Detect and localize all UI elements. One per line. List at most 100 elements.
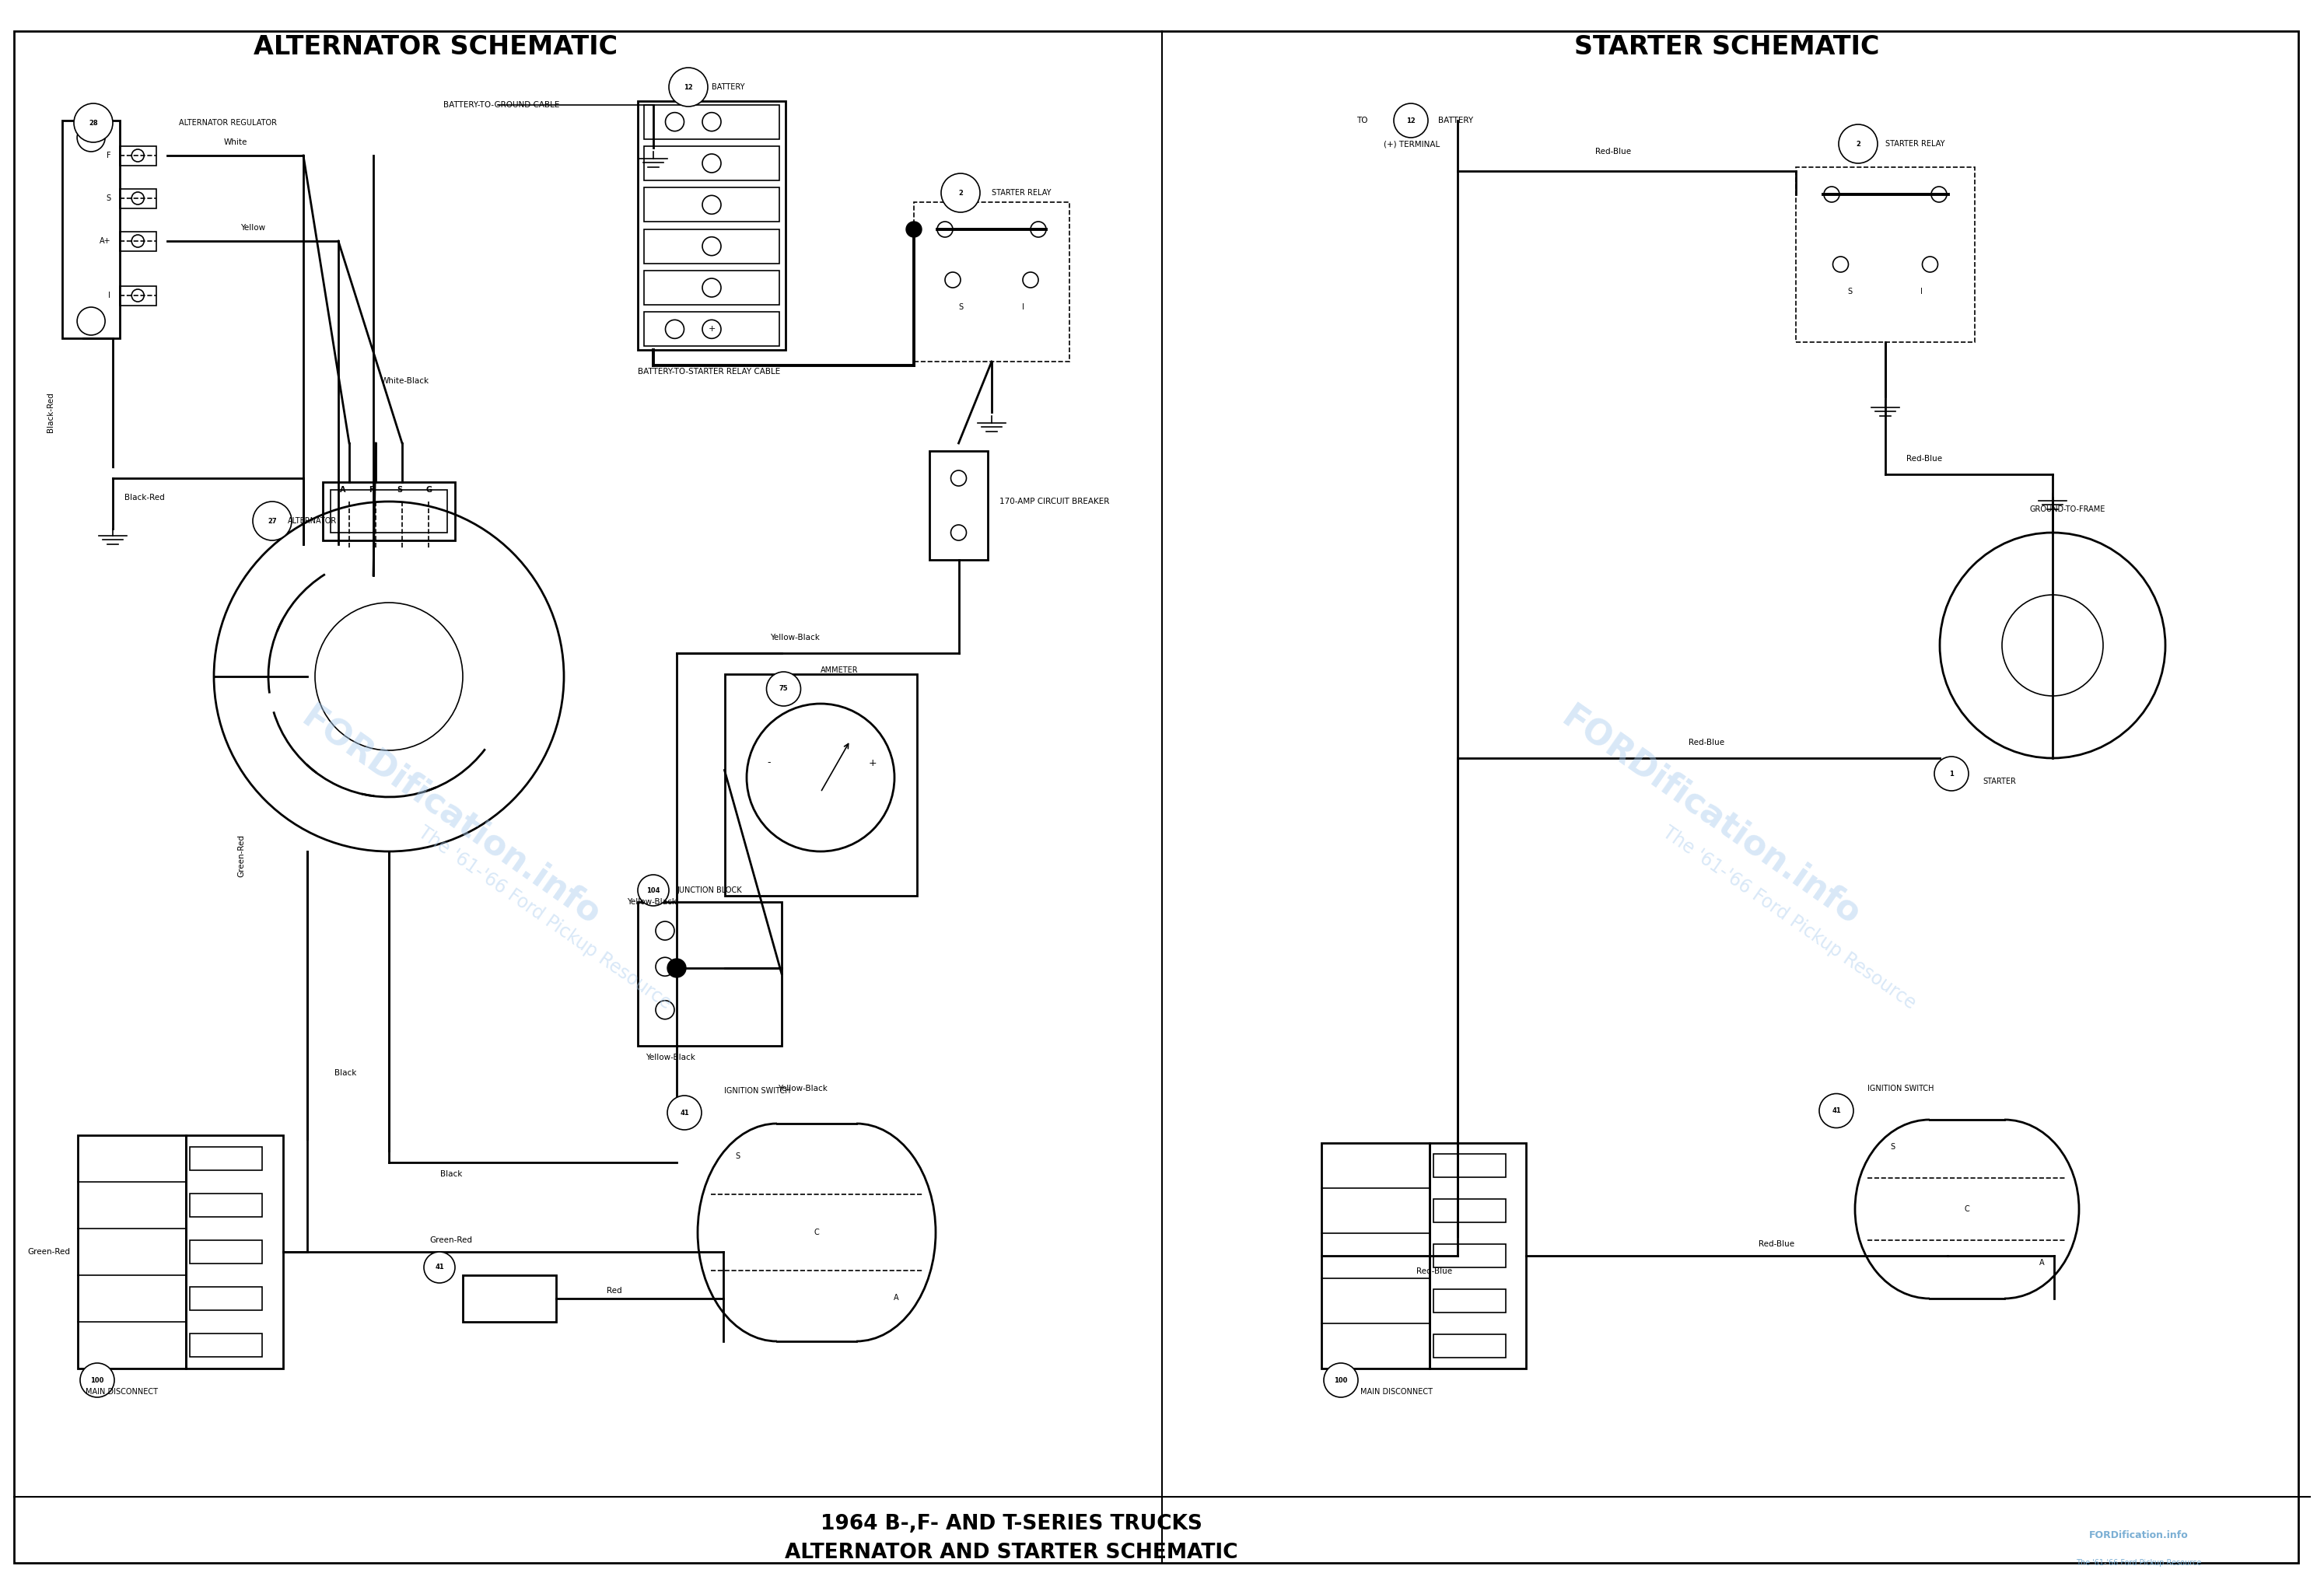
Text: 100: 100 bbox=[91, 1376, 105, 1384]
Text: FORDification.info: FORDification.info bbox=[2089, 1531, 2189, 1540]
Text: Red-Blue: Red-Blue bbox=[1415, 1267, 1452, 1275]
Circle shape bbox=[214, 501, 565, 852]
Text: BATTERY: BATTERY bbox=[711, 84, 744, 92]
Text: The '61-'66 Ford Pickup Resource: The '61-'66 Ford Pickup Resource bbox=[414, 823, 674, 1013]
Bar bbox=[1434, 1334, 1506, 1357]
Circle shape bbox=[1325, 1364, 1357, 1397]
Bar bbox=[637, 902, 781, 1046]
Text: C: C bbox=[813, 1229, 820, 1236]
Bar bbox=[644, 104, 779, 139]
Text: Yellow-Black: Yellow-Black bbox=[646, 1054, 695, 1062]
Circle shape bbox=[1030, 221, 1046, 237]
Bar bbox=[77, 1136, 186, 1368]
Text: A: A bbox=[2038, 1259, 2045, 1267]
Text: ALTERNATOR SCHEMATIC: ALTERNATOR SCHEMATIC bbox=[253, 33, 618, 60]
Text: STARTER SCHEMATIC: STARTER SCHEMATIC bbox=[1573, 33, 1880, 60]
Bar bbox=[121, 188, 156, 209]
Circle shape bbox=[1931, 186, 1948, 202]
Text: (+) TERMINAL: (+) TERMINAL bbox=[1383, 141, 1441, 149]
Bar bbox=[186, 1136, 284, 1368]
Text: STARTER RELAY: STARTER RELAY bbox=[1885, 141, 1945, 149]
Text: The '61-'66 Ford Pickup Resource: The '61-'66 Ford Pickup Resource bbox=[2075, 1559, 2201, 1567]
Text: S: S bbox=[107, 194, 112, 202]
Bar bbox=[637, 101, 786, 349]
Circle shape bbox=[1941, 532, 2166, 758]
Text: BATTERY-TO-GROUND CABLE: BATTERY-TO-GROUND CABLE bbox=[444, 101, 560, 109]
Bar bbox=[191, 1240, 263, 1264]
Circle shape bbox=[1824, 186, 1838, 202]
Text: F: F bbox=[370, 487, 374, 495]
Text: S: S bbox=[1848, 288, 1852, 295]
Bar bbox=[1434, 1289, 1506, 1313]
Text: 12: 12 bbox=[1406, 117, 1415, 123]
Text: S: S bbox=[1889, 1142, 1894, 1150]
Text: 104: 104 bbox=[646, 886, 660, 894]
Circle shape bbox=[746, 703, 895, 852]
Bar bbox=[63, 120, 121, 338]
Text: AMMETER: AMMETER bbox=[820, 667, 858, 675]
Text: S: S bbox=[397, 487, 402, 495]
Bar bbox=[930, 450, 988, 559]
Text: C: C bbox=[1964, 1206, 1971, 1213]
Text: STARTER: STARTER bbox=[1982, 777, 2015, 785]
Bar bbox=[191, 1334, 263, 1357]
Text: STARTER RELAY: STARTER RELAY bbox=[992, 190, 1050, 198]
Bar bbox=[1796, 167, 1975, 343]
Text: IGNITION SWITCH: IGNITION SWITCH bbox=[1868, 1084, 1934, 1092]
Text: 1964 B-,F- AND T-SERIES TRUCKS: 1964 B-,F- AND T-SERIES TRUCKS bbox=[820, 1514, 1202, 1534]
Circle shape bbox=[667, 1095, 702, 1130]
Bar bbox=[644, 229, 779, 264]
Text: Red-Blue: Red-Blue bbox=[1594, 149, 1631, 155]
Text: 2: 2 bbox=[1857, 141, 1862, 147]
Text: 170-AMP CIRCUIT BREAKER: 170-AMP CIRCUIT BREAKER bbox=[999, 498, 1109, 506]
Circle shape bbox=[1838, 125, 1878, 163]
Circle shape bbox=[937, 221, 953, 237]
Circle shape bbox=[669, 68, 709, 106]
Bar bbox=[330, 490, 446, 532]
Bar bbox=[1434, 1153, 1506, 1177]
Text: Black-Red: Black-Red bbox=[46, 392, 53, 433]
Bar bbox=[1429, 1142, 1527, 1368]
Text: Black: Black bbox=[439, 1171, 462, 1179]
Text: +: + bbox=[869, 758, 876, 768]
Text: TO: TO bbox=[1357, 117, 1369, 125]
Circle shape bbox=[1934, 757, 1968, 790]
Circle shape bbox=[1394, 103, 1427, 137]
Text: Yellow-Black: Yellow-Black bbox=[627, 897, 676, 905]
Text: BATTERY: BATTERY bbox=[1439, 117, 1473, 125]
Bar bbox=[121, 145, 156, 166]
Text: A: A bbox=[892, 1294, 899, 1302]
Text: S: S bbox=[957, 303, 962, 311]
Bar bbox=[323, 482, 456, 540]
Text: ALTERNATOR AND STARTER SCHEMATIC: ALTERNATOR AND STARTER SCHEMATIC bbox=[786, 1542, 1239, 1563]
Text: White: White bbox=[223, 139, 246, 147]
Text: 41: 41 bbox=[1831, 1108, 1841, 1114]
Text: Green-Red: Green-Red bbox=[237, 834, 244, 877]
Text: Red-Blue: Red-Blue bbox=[1690, 739, 1724, 746]
Text: +: + bbox=[709, 325, 716, 333]
Bar bbox=[644, 270, 779, 305]
Bar bbox=[121, 286, 156, 305]
Text: 12: 12 bbox=[683, 84, 693, 90]
Text: 100: 100 bbox=[1334, 1376, 1348, 1384]
Text: 75: 75 bbox=[779, 686, 788, 692]
Bar bbox=[725, 675, 916, 896]
Text: Red: Red bbox=[607, 1286, 623, 1294]
Text: FORDification.info: FORDification.info bbox=[295, 700, 607, 932]
Text: Yellow-Black: Yellow-Black bbox=[779, 1085, 827, 1092]
Circle shape bbox=[253, 501, 293, 540]
Bar bbox=[644, 313, 779, 346]
Circle shape bbox=[941, 174, 981, 212]
Circle shape bbox=[79, 1364, 114, 1397]
Text: 41: 41 bbox=[435, 1264, 444, 1270]
Text: IGNITION SWITCH: IGNITION SWITCH bbox=[725, 1087, 790, 1095]
Text: ALTERNATOR REGULATOR: ALTERNATOR REGULATOR bbox=[179, 118, 277, 126]
Text: F: F bbox=[107, 152, 112, 160]
Text: Red-Blue: Red-Blue bbox=[1906, 455, 1943, 463]
Circle shape bbox=[667, 959, 686, 978]
Circle shape bbox=[105, 469, 123, 488]
Text: A+: A+ bbox=[100, 237, 112, 245]
Text: FORDification.info: FORDification.info bbox=[1555, 700, 1866, 932]
Text: BATTERY-TO-STARTER RELAY CABLE: BATTERY-TO-STARTER RELAY CABLE bbox=[637, 368, 781, 376]
Text: MAIN DISCONNECT: MAIN DISCONNECT bbox=[86, 1387, 158, 1395]
